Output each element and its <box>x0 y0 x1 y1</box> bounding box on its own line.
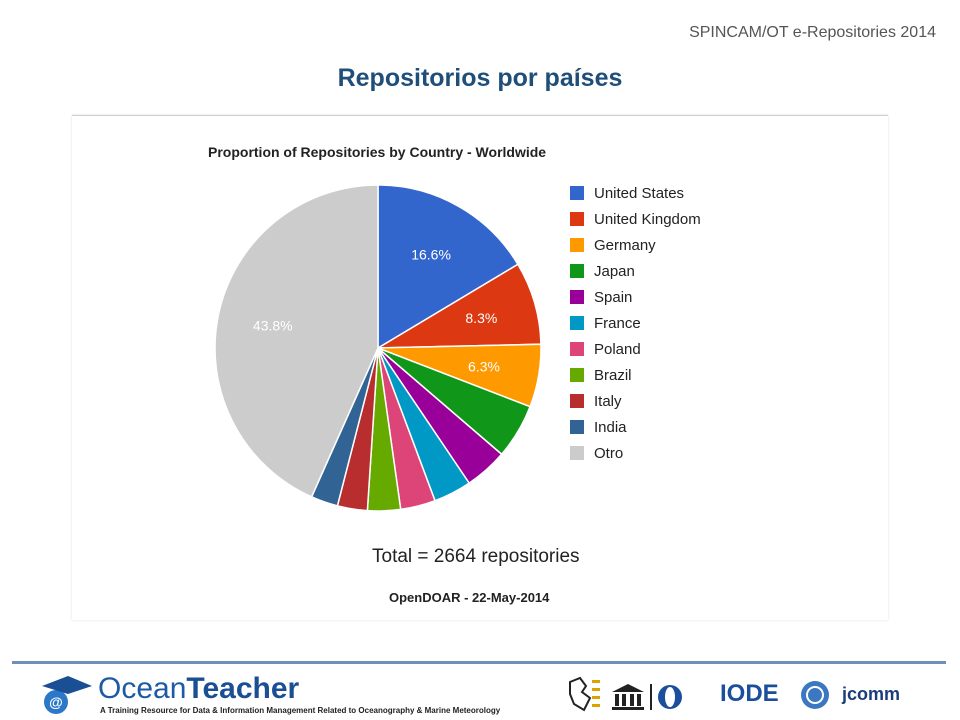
chart-title: Proportion of Repositories by Country - … <box>208 144 546 160</box>
svg-text:@: @ <box>49 694 63 710</box>
pie-chart: Proportion of Repositories by Country - … <box>208 144 701 605</box>
legend-label-india: India <box>594 419 627 436</box>
legend-swatch-otro <box>570 446 584 460</box>
chart-panel: Proportion of Repositories by Country - … <box>72 115 888 620</box>
flanders-lion-icon <box>569 676 600 712</box>
legend-label-italy: Italy <box>594 393 622 410</box>
brand-part2: Teacher <box>186 672 300 705</box>
oceanteacher-logo: OceanTeacher <box>98 672 299 706</box>
data-label-germany: 6.3% <box>468 358 500 374</box>
wmo-emblem-icon <box>801 681 829 709</box>
chart-total-label: Total = 2664 repositories <box>372 546 580 567</box>
legend-label-united-states: United States <box>594 185 684 202</box>
pie-slice-united-states <box>377 184 519 350</box>
legend-label-germany: Germany <box>594 237 656 254</box>
presentation-tag: SPINCAM/OT e-Repositories 2014 <box>689 24 936 41</box>
legend-swatch-france <box>570 316 584 330</box>
legend-swatch-spain <box>570 290 584 304</box>
legend-swatch-united-states <box>570 186 584 200</box>
legend-swatch-italy <box>570 394 584 408</box>
pie-slice-otro <box>214 184 379 498</box>
legend-swatch-brazil <box>570 368 584 382</box>
jcomm-logo: jcomm <box>842 684 901 704</box>
legend-swatch-india <box>570 420 584 434</box>
legend-swatch-poland <box>570 342 584 356</box>
footer-divider <box>12 661 946 664</box>
legend-label-poland: Poland <box>594 341 641 358</box>
slide-title: Repositorios por países <box>337 64 623 92</box>
footer-tagline: A Training Resource for Data & Informati… <box>100 706 501 715</box>
data-label-otro: 43.8% <box>253 318 293 334</box>
brand-part1: Ocean <box>98 672 187 705</box>
legend-swatch-japan <box>570 264 584 278</box>
legend-label-japan: Japan <box>594 263 635 280</box>
unesco-temple-icon <box>612 684 644 710</box>
data-label-united-states: 16.6% <box>411 246 451 262</box>
footer-banner: @ OceanTeacher A Training Resource for D… <box>30 670 930 720</box>
iode-logo: IODE <box>720 680 779 707</box>
legend-label-united-kingdom: United Kingdom <box>594 211 701 228</box>
legend-swatch-united-kingdom <box>570 212 584 226</box>
legend-label-france: France <box>594 315 641 332</box>
chart-source-label: OpenDOAR - 22-May-2014 <box>389 590 550 605</box>
graduation-cap-icon: @ <box>42 676 92 714</box>
ioc-emblem-icon <box>650 684 682 710</box>
legend-label-brazil: Brazil <box>594 367 632 384</box>
data-label-united-kingdom: 8.3% <box>465 310 497 326</box>
legend-label-spain: Spain <box>594 289 632 306</box>
legend-label-otro: Otro <box>594 445 623 462</box>
legend-swatch-germany <box>570 238 584 252</box>
